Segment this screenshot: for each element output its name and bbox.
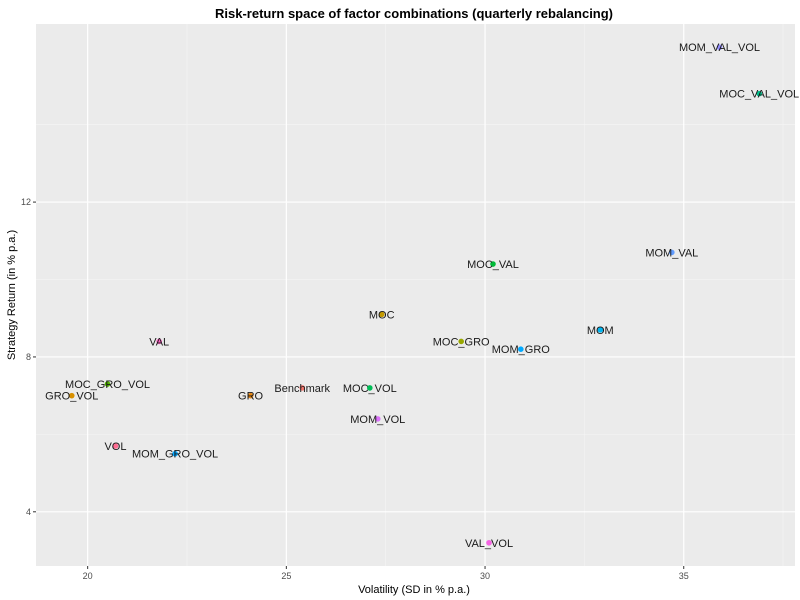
- data-point: [112, 443, 119, 449]
- data-point: [458, 338, 464, 345]
- point-label: MOC_VAL: [467, 259, 519, 271]
- point-label: GRO_VOL: [45, 391, 98, 403]
- chart-title: Risk-return space of factor combinations…: [215, 6, 613, 21]
- x-tick-label: 20: [83, 571, 93, 581]
- plot-panel: [36, 24, 795, 566]
- point-label: MOC: [369, 309, 395, 321]
- data-point: [490, 261, 496, 267]
- data-point: [367, 385, 373, 391]
- point-label: MOM: [587, 325, 614, 337]
- x-axis-title: Volatility (SD in % p.a.): [358, 584, 470, 596]
- x-tick-label: 35: [679, 571, 689, 581]
- data-point: [172, 450, 178, 457]
- point-label: MOC_VAL_VOL: [719, 89, 799, 101]
- axis-ticks: 20 25 30 35 4 8 12: [21, 197, 689, 581]
- data-point: [486, 539, 492, 546]
- point-label: MOC_GRO_VOL: [65, 379, 150, 391]
- point-label: VAL: [149, 336, 169, 348]
- data-point: [247, 392, 254, 399]
- y-axis-title: Strategy Return (in % p.a.): [6, 230, 18, 360]
- point-label: MOM_VAL_VOL: [679, 42, 760, 54]
- point-label: MOM_GRO_VOL: [132, 449, 218, 461]
- point-label: VOL: [104, 441, 126, 453]
- data-point: [374, 416, 381, 422]
- data-point: [518, 346, 524, 353]
- y-tick-label: 12: [21, 197, 31, 207]
- point-label: MOC_VOL: [343, 383, 397, 395]
- data-point: [378, 311, 385, 318]
- data-point: [669, 249, 675, 256]
- point-label: MOM_VAL: [645, 247, 698, 259]
- point-label: Benchmark: [274, 383, 330, 395]
- point-label: MOC_GRO: [433, 336, 490, 348]
- x-tick-label: 25: [281, 571, 291, 581]
- data-point: [156, 338, 162, 345]
- data-points: [68, 44, 763, 546]
- data-point: [597, 327, 604, 333]
- point-labels: MOM_VAL_VOL MOC_VAL_VOL MOM_VAL MOC_VAL MOC M…: [45, 42, 799, 550]
- data-point: [756, 90, 763, 97]
- point-label: MOM_VOL: [350, 414, 405, 426]
- point-label: VAL_VOL: [465, 538, 513, 550]
- data-point: [716, 44, 723, 51]
- data-point: [68, 392, 75, 399]
- x-tick-label: 30: [480, 571, 490, 581]
- data-point: [104, 381, 111, 387]
- gridlines: [36, 24, 795, 566]
- data-point: [299, 385, 306, 391]
- y-tick-label: 4: [26, 507, 31, 517]
- y-tick-label: 8: [26, 352, 31, 362]
- point-label: MOM_GRO: [492, 344, 551, 356]
- point-label: GRO: [238, 391, 264, 403]
